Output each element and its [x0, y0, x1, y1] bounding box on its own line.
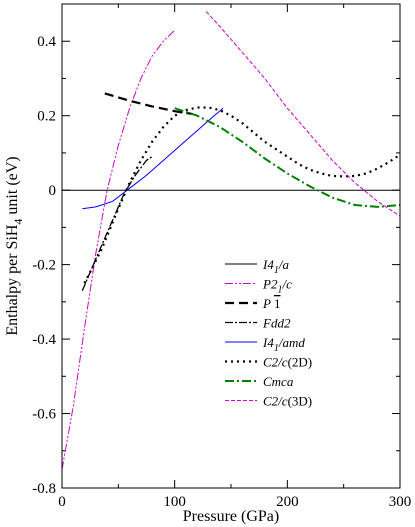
- legend-label-part: 1: [274, 265, 279, 276]
- x-tick-labels: 0 100 200 300: [58, 494, 411, 510]
- y-tick-label: 0.4: [37, 34, 56, 50]
- legend-label-c2c3d: C2/c(3D): [263, 394, 312, 409]
- legend-label-cmca: Cmca: [263, 374, 294, 389]
- legend-label-p1bar: P 1: [262, 296, 280, 311]
- legend-label-part: Fdd2: [262, 316, 291, 331]
- legend-label-part: P2: [262, 277, 278, 292]
- y-tick-label: 0: [49, 183, 57, 199]
- legend-label-i41a: I41/a: [262, 257, 289, 276]
- legend-label-c2c2d: C2/c(2D): [263, 355, 312, 370]
- legend-label-part: Cmca: [263, 374, 294, 389]
- y-axis-title: Enthalpy per SiH4 unit (eV): [4, 156, 25, 335]
- series-line-fdd2: [81, 156, 153, 291]
- series-line-c2c3d: [205, 11, 400, 217]
- legend-label-fdd2: Fdd2: [262, 316, 291, 331]
- legend-label-part: 1: [277, 285, 282, 296]
- x-tick-label: 100: [163, 494, 186, 510]
- y-tick-label: -0.2: [32, 258, 56, 274]
- x-axis-title: Pressure (GPa): [183, 508, 279, 525]
- legend-label-part: 1: [274, 296, 281, 311]
- y-tick-label: 0.2: [37, 109, 56, 125]
- series-line-p21c: [62, 29, 176, 470]
- legend-label-part: 1: [274, 343, 279, 354]
- legend-label-p21c: P21/c: [262, 277, 292, 296]
- y-tick-label: -0.6: [32, 407, 56, 423]
- y-tick-label: -0.8: [32, 481, 56, 497]
- series-line-p1bar: [104, 92, 192, 115]
- x-tick-label: 0: [58, 494, 66, 510]
- legend-label-part: /a: [278, 257, 290, 272]
- series-line-cmca: [174, 107, 400, 208]
- legend-label-part: /amd: [278, 335, 306, 350]
- y-tick-labels: -0.8 -0.6 -0.4 -0.2 0 0.2 0.4: [32, 34, 56, 497]
- series-line-c2c2d: [83, 106, 400, 284]
- legend-label-part: I4: [262, 257, 274, 272]
- y-tick-label: -0.4: [32, 332, 56, 348]
- legend-label-part: (3D): [288, 394, 313, 409]
- legend-label-part: (2D): [288, 355, 313, 370]
- legend-label-i41amd: I41/amd: [262, 335, 305, 354]
- legend-label-part: /c: [281, 277, 292, 292]
- series-line-i41amd: [82, 107, 224, 210]
- x-tick-label: 300: [389, 494, 412, 510]
- plot-frame: [61, 3, 401, 489]
- y-axis-title-sub: 4: [11, 219, 25, 225]
- y-axis-title-suffix: unit (eV): [4, 156, 21, 218]
- y-axis-title-prefix: Enthalpy per SiH: [4, 224, 21, 336]
- axis-ticks: [61, 4, 401, 489]
- legend-label-part: I4: [262, 335, 274, 350]
- legend-label-part: C2/c: [263, 394, 288, 409]
- x-tick-label: 200: [276, 494, 299, 510]
- legend-label-part: C2/c: [263, 355, 288, 370]
- series-layer: [62, 11, 400, 470]
- legend-label-part: P: [262, 296, 274, 311]
